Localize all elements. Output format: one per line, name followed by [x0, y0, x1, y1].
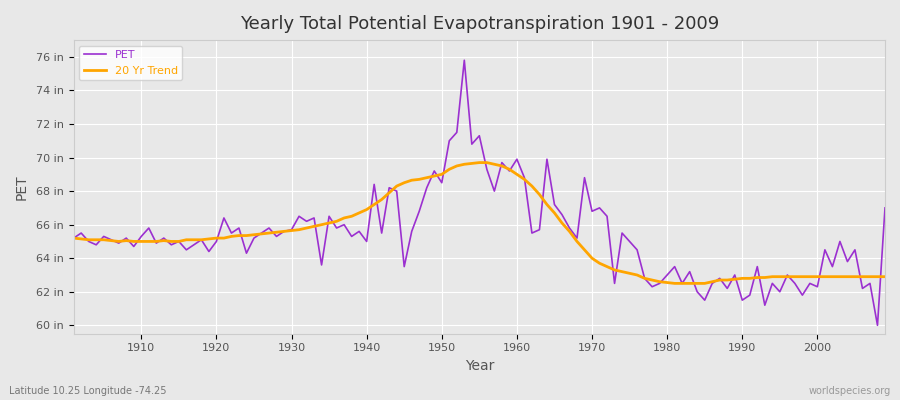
- 20 Yr Trend: [129, 239, 140, 244]
- 20 Yr Trend: [474, 160, 485, 165]
- 20 Yr Trend: [609, 268, 620, 272]
- PET: [338, 222, 349, 227]
- PET: [459, 58, 470, 63]
- PET: [609, 281, 620, 286]
- PET: [879, 206, 890, 210]
- Title: Yearly Total Potential Evapotranspiration 1901 - 2009: Yearly Total Potential Evapotranspiratio…: [239, 15, 719, 33]
- 20 Yr Trend: [68, 236, 79, 240]
- 20 Yr Trend: [511, 172, 522, 177]
- Legend: PET, 20 Yr Trend: PET, 20 Yr Trend: [79, 46, 183, 80]
- Line: PET: PET: [74, 60, 885, 325]
- Text: worldspecies.org: worldspecies.org: [809, 386, 891, 396]
- 20 Yr Trend: [338, 216, 349, 220]
- 20 Yr Trend: [879, 274, 890, 279]
- PET: [511, 157, 522, 162]
- 20 Yr Trend: [670, 281, 680, 286]
- Y-axis label: PET: PET: [15, 174, 29, 200]
- Text: Latitude 10.25 Longitude -74.25: Latitude 10.25 Longitude -74.25: [9, 386, 166, 396]
- X-axis label: Year: Year: [464, 359, 494, 373]
- Line: 20 Yr Trend: 20 Yr Trend: [74, 162, 885, 283]
- 20 Yr Trend: [519, 177, 530, 182]
- PET: [68, 236, 79, 240]
- 20 Yr Trend: [293, 227, 304, 232]
- PET: [129, 244, 140, 249]
- PET: [293, 214, 304, 219]
- PET: [519, 175, 530, 180]
- PET: [872, 323, 883, 328]
